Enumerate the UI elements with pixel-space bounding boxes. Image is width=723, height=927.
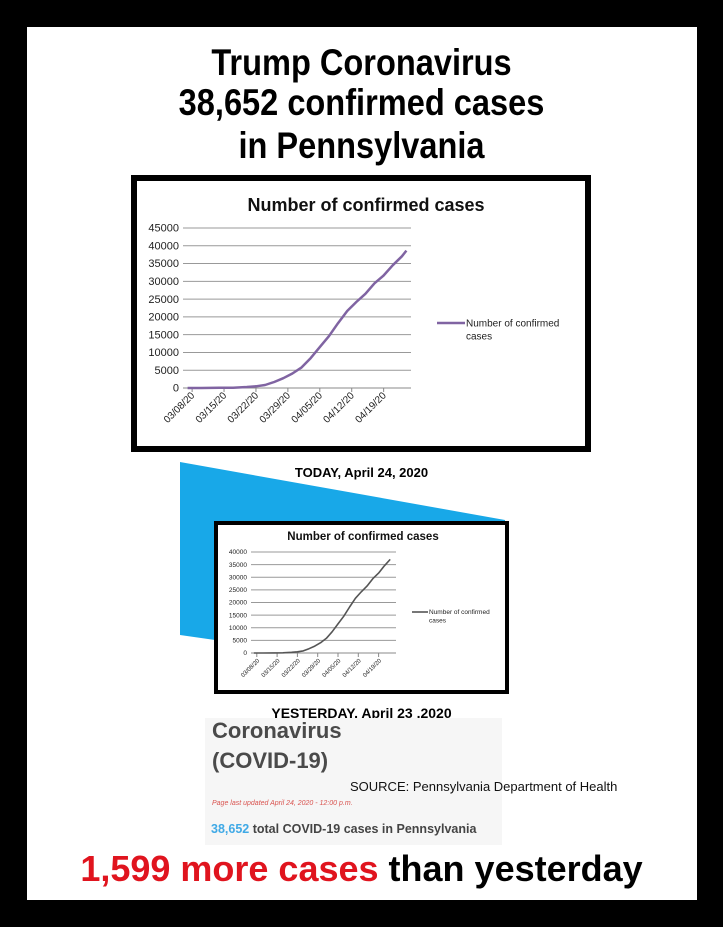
x-tick-label: 03/22/20 (226, 390, 262, 426)
legend-label: Number of confirmed (466, 318, 559, 329)
today-chart: Number of confirmed cases 0 5000 10000 15000… (148, 195, 559, 426)
x-tick-label: 03/29/20 (258, 390, 294, 426)
x-tick-label: 04/12/20 (322, 390, 358, 426)
y-tick-label: 30000 (229, 574, 247, 581)
source-note: SOURCE: Pennsylvania Department of Healt… (350, 779, 618, 794)
last-updated-text: Page last updated April 24, 2020 - 12:00… (212, 800, 353, 807)
y-tick-label: 20000 (229, 600, 247, 607)
y-tick-label: 20000 (148, 312, 179, 324)
legend-label-cont: cases (429, 618, 447, 625)
x-tick-label: 04/05/20 (290, 390, 326, 426)
y-tick-label: 15000 (148, 329, 179, 341)
x-tick-label: 04/19/20 (353, 390, 389, 426)
headline-line-2: 38,652 confirmed cases (178, 82, 545, 123)
x-tick-label: 03/29/20 (301, 658, 322, 679)
y-tick-label: 25000 (148, 294, 179, 306)
series-line (253, 558, 391, 654)
y-tick-label: 5000 (155, 365, 179, 377)
y-tick-label: 10000 (229, 625, 247, 632)
chart-title: Number of confirmed cases (287, 531, 438, 543)
website-heading-2: (COVID-19) (212, 748, 329, 773)
yesterday-chart-frame: Number of confirmed cases 0 5000 10000 15000… (214, 521, 509, 694)
y-tick-label: 15000 (229, 612, 247, 619)
y-tick-label: 0 (173, 383, 179, 395)
footer-rest: than yesterday (378, 848, 643, 889)
total-cases-label: total COVID-19 cases in Pennsylvania (249, 822, 477, 836)
today-chart-frame: Number of confirmed cases 0 5000 10000 15000… (131, 175, 591, 452)
website-screenshot: Coronavirus (COVID-19) (205, 718, 502, 845)
yesterday-caption: YESTERDAY. April 23 .2020 (271, 705, 452, 721)
x-tick-label: 03/08/20 (240, 658, 261, 679)
x-tick-label: 04/05/20 (322, 658, 343, 679)
website-heading-1: Coronavirus (212, 718, 342, 743)
y-tick-label: 35000 (148, 258, 179, 270)
x-tick-label: 03/15/20 (194, 390, 230, 426)
footer-message: 1,599 more cases than yesterday (0, 848, 723, 890)
today-caption: TODAY, April 24, 2020 (294, 465, 429, 480)
y-tick-label: 30000 (148, 276, 179, 288)
y-tick-label: 0 (243, 650, 247, 657)
x-tick-label: 03/08/20 (162, 390, 198, 426)
yesterday-chart: Number of confirmed cases 0 5000 10000 15000… (229, 531, 490, 679)
y-tick-label: 45000 (148, 223, 179, 235)
total-cases-text: 38,652 total COVID-19 cases in Pennsylva… (211, 822, 476, 836)
chart-title: Number of confirmed cases (247, 195, 484, 215)
footer-highlight: 1,599 more cases (80, 848, 379, 889)
headline-line-3: in Pennsylvania (238, 125, 485, 166)
y-tick-label: 10000 (148, 347, 179, 359)
y-tick-label: 25000 (229, 587, 247, 594)
x-tick-label: 04/19/20 (362, 658, 383, 679)
total-cases-number: 38,652 (211, 822, 250, 836)
y-tick-label: 35000 (229, 562, 247, 569)
x-tick-label: 03/22/20 (281, 658, 302, 679)
y-tick-label: 40000 (148, 240, 179, 252)
x-tick-label: 03/15/20 (261, 658, 282, 679)
series-line (187, 249, 408, 390)
legend-label: Number of confirmed (429, 609, 490, 616)
x-tick-label: 04/12/20 (342, 658, 363, 679)
y-tick-label: 5000 (233, 638, 248, 645)
headline-line-1: Trump Coronavirus (211, 42, 512, 83)
y-tick-label: 40000 (229, 549, 247, 556)
legend-label-cont: cases (466, 331, 492, 342)
